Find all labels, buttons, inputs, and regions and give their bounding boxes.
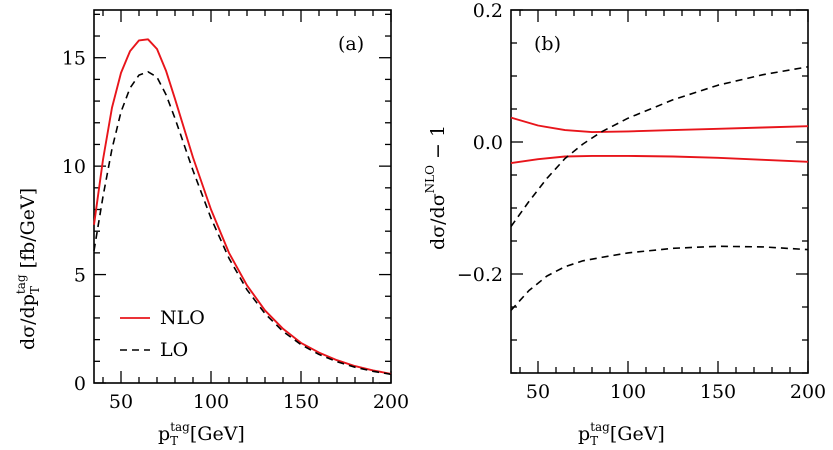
series-line-curve-0 xyxy=(510,116,809,134)
panel-b-xlabel: pTtag[GeV] xyxy=(578,420,665,448)
legend-label-nlo: NLO xyxy=(160,307,205,329)
y-tick-label: 0.0 xyxy=(473,132,503,154)
panel-b-frame xyxy=(510,9,809,374)
series-line-curve-1 xyxy=(510,154,809,165)
panel-b-label: (b) xyxy=(534,33,561,55)
panel-b: 50 100 150 200 −0.2 0.0 0.2 (b) pTtag[GeV] dσ/… xyxy=(423,0,826,448)
x-tick-label: 150 xyxy=(700,381,736,403)
x-tick-label: 50 xyxy=(526,381,550,403)
x-tick-label: 150 xyxy=(283,391,319,413)
x-tick-label: 200 xyxy=(373,391,409,413)
panel-a-frame xyxy=(93,9,392,384)
x-tick-label: 50 xyxy=(109,391,133,413)
y-tick-label: 0 xyxy=(74,373,86,395)
x-tick-label: 100 xyxy=(193,391,229,413)
x-tick-label: 200 xyxy=(790,381,826,403)
panel-a-ticks: 50 100 150 200 0 5 10 15 xyxy=(62,10,409,413)
panel-a-series xyxy=(93,38,392,376)
x-tick-label: 100 xyxy=(610,381,646,403)
series-line-nlo xyxy=(93,38,392,375)
legend: NLO LO xyxy=(120,307,205,361)
panel-a-xlabel: pTtag[GeV] xyxy=(158,420,245,448)
series-line-curve-3 xyxy=(510,245,809,311)
series-line-lo xyxy=(93,71,392,376)
legend-label-lo: LO xyxy=(160,339,188,361)
y-tick-label: 0.2 xyxy=(473,0,503,22)
panel-a-label: (a) xyxy=(338,33,364,55)
panel-b-series xyxy=(510,66,809,311)
panel-a-ylabel: dσ/dpTtag [fb/GeV] xyxy=(14,188,42,350)
y-tick-label: 10 xyxy=(62,156,86,178)
y-tick-label: 15 xyxy=(62,48,86,70)
y-tick-label: −0.2 xyxy=(457,264,503,286)
panel-b-ylabel: dσ/dσNLO − 1 xyxy=(423,125,449,250)
series-line-curve-2 xyxy=(510,66,809,227)
panel-b-ticks: 50 100 150 200 −0.2 0.0 0.2 xyxy=(457,0,826,403)
y-tick-label: 5 xyxy=(74,265,86,287)
